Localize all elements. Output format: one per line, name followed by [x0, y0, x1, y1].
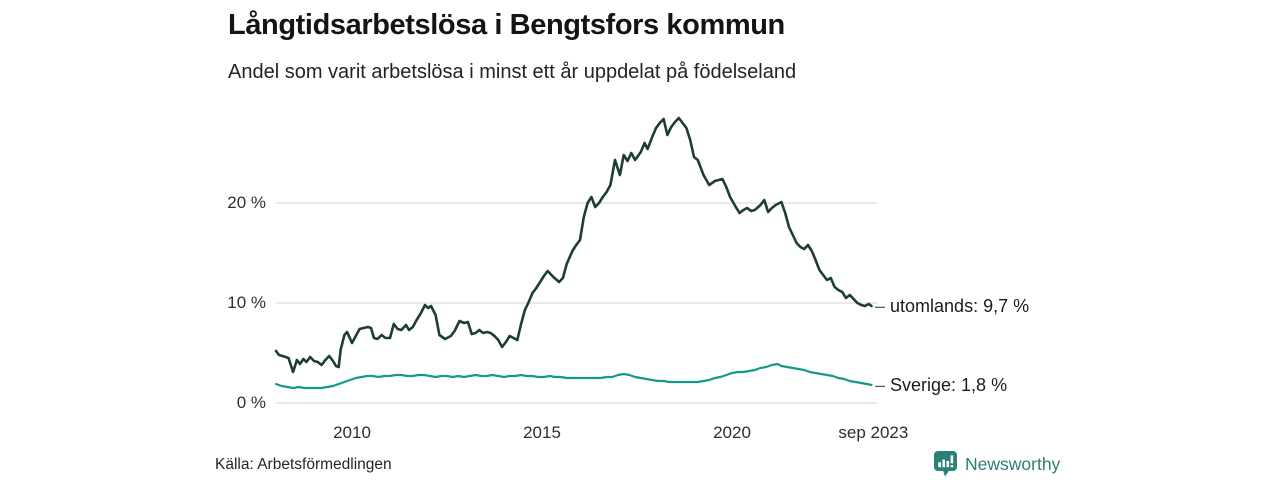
series-label-text: Sverige: 1,8 %	[890, 375, 1008, 395]
page-subtitle: Andel som varit arbetslösa i minst ett å…	[228, 61, 797, 83]
page-title: Långtidsarbetslösa i Bengtsfors kommun	[228, 9, 785, 41]
series-label-Sverige: – Sverige: 1,8 %	[875, 373, 1007, 397]
series-label-utomlands: – utomlands: 9,7 %	[875, 294, 1029, 318]
brand-lockup: Newsworthy	[934, 451, 1060, 477]
x-axis-tick-label: sep 2023	[838, 423, 909, 442]
y-axis-tick-label: 0 %	[236, 393, 266, 412]
label-connector-dash: –	[875, 375, 886, 395]
y-axis-tick-label: 10 %	[227, 293, 266, 312]
series-label-text: utomlands: 9,7 %	[890, 296, 1030, 316]
x-axis-tick-label: 2010	[333, 423, 371, 442]
source-note: Källa: Arbetsförmedlingen	[215, 456, 392, 473]
series-line-Sverige	[274, 362, 873, 390]
x-axis-tick-label: 2020	[713, 423, 751, 442]
bar-chart-speech-bubble-icon	[934, 451, 957, 477]
series-line-utomlands	[274, 116, 873, 374]
x-axis-tick-label: 2015	[523, 423, 561, 442]
y-axis-tick-label: 20 %	[227, 193, 266, 212]
brand-name: Newsworthy	[965, 453, 1061, 474]
label-connector-dash: –	[875, 296, 886, 316]
